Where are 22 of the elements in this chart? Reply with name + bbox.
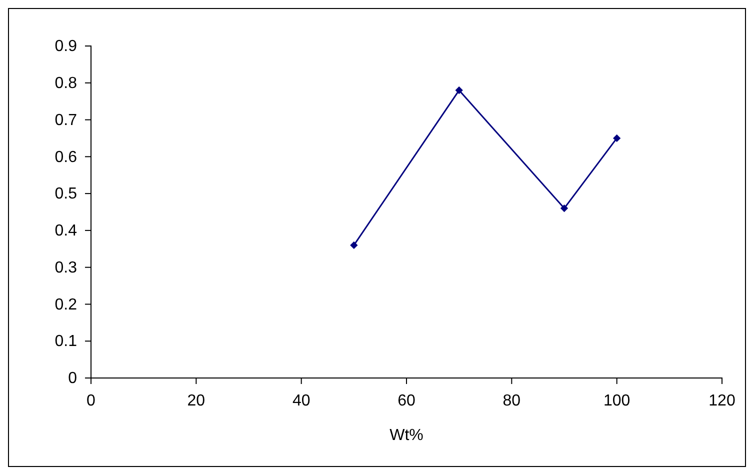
- y-tick-label: 0.9: [54, 38, 78, 56]
- y-tick-label: 0.7: [54, 112, 78, 129]
- x-tick-label: 60: [398, 392, 416, 410]
- x-tick-label: 40: [292, 392, 310, 410]
- x-tick-label: 120: [708, 392, 736, 410]
- y-tick-label: 0.2: [54, 296, 78, 314]
- y-tick-label: 0.8: [54, 75, 78, 92]
- x-tick-label: 100: [603, 392, 630, 410]
- y-tick-label: 0.6: [54, 148, 78, 166]
- y-tick-label: 0.4: [54, 222, 78, 240]
- x-tick-label: 20: [187, 392, 206, 410]
- x-axis-title: Wt%: [390, 427, 424, 444]
- point: [613, 134, 621, 142]
- y-tick-label: 0.1: [54, 333, 78, 350]
- point: [350, 241, 358, 250]
- x-tick-label: 0: [86, 392, 96, 410]
- y-tick-label: 0.5: [54, 186, 78, 203]
- y-tick-label: 0.3: [54, 259, 78, 276]
- y-tick-label: 0: [68, 370, 78, 388]
- point: [455, 86, 463, 94]
- point: [560, 204, 568, 212]
- x-tick-label: 80: [502, 392, 521, 410]
